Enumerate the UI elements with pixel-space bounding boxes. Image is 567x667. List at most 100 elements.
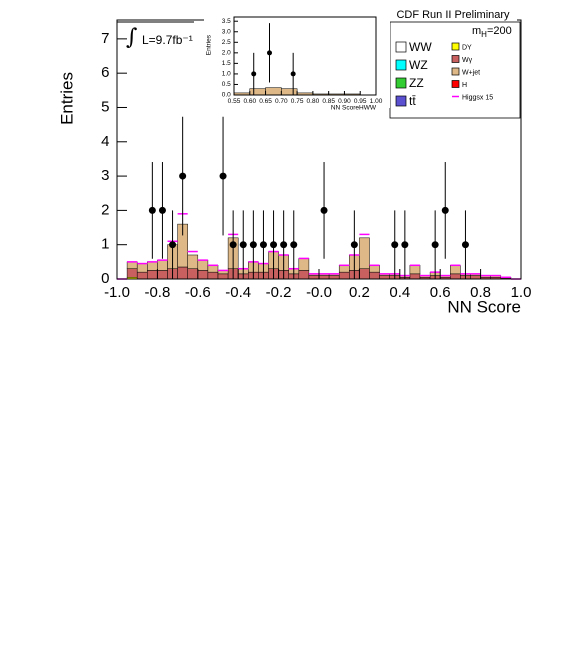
- x-tick-label: 0.70: [275, 98, 288, 105]
- histogram-bar: [409, 273, 421, 280]
- x-tick-label: 0.8: [470, 284, 491, 301]
- mass-label-part: H: [481, 30, 487, 39]
- x-tick-label: -0.0: [306, 284, 332, 301]
- data-point: [280, 241, 288, 249]
- x-tick-label: 0.75: [291, 98, 304, 105]
- data-point: [270, 241, 278, 249]
- data-point: [391, 241, 399, 249]
- legend-label: WW: [409, 40, 432, 54]
- x-tick-label: 1.00: [370, 98, 383, 105]
- legend-label: H: [462, 82, 467, 89]
- x-tick-label: 0.2: [349, 284, 370, 301]
- histogram-bar: [217, 273, 229, 280]
- y-tick-label: 0.0: [222, 92, 231, 99]
- histogram-bar: [281, 88, 298, 96]
- legend-label: DY: [462, 44, 472, 51]
- legend-swatch: [451, 55, 460, 63]
- inset-y-title: Entries: [206, 34, 213, 55]
- x-tick-label: -0.8: [144, 284, 170, 301]
- x-axis-title: NN Score: [447, 297, 521, 316]
- histogram-bar: [409, 265, 421, 275]
- y-tick-label: 5: [101, 98, 109, 115]
- data-point: [401, 241, 409, 249]
- histogram-bar: [177, 266, 188, 280]
- legend-swatch: [395, 41, 407, 53]
- plot-frame: [233, 16, 377, 96]
- x-tick-label: -0.4: [225, 284, 251, 301]
- histogram-bar: [147, 270, 158, 280]
- data-point: [148, 206, 156, 214]
- data-point: [219, 172, 227, 180]
- data-point: [169, 241, 177, 249]
- mass-label-part: m: [472, 25, 481, 37]
- x-tick-label: 0.90: [338, 98, 351, 105]
- y-tick-label: 3.0: [222, 28, 231, 35]
- mass-label-part: =200: [487, 25, 512, 37]
- y-axis-title: Entries: [57, 72, 76, 125]
- x-tick-label: -1.0: [104, 284, 130, 301]
- data-point: [267, 50, 272, 56]
- histogram-bar: [207, 271, 219, 280]
- histogram-bar: [359, 237, 370, 269]
- histogram-bar: [359, 268, 370, 280]
- legend-label: ZZ: [409, 76, 424, 90]
- data-point: [158, 206, 166, 214]
- data-point: [431, 241, 439, 249]
- inset-x-title: NN ScoreHWW: [331, 105, 377, 112]
- histogram-bar: [126, 268, 138, 278]
- y-tick-label: 3: [101, 167, 109, 184]
- histogram-bar: [136, 263, 148, 273]
- x-tick-label: -0.2: [266, 284, 292, 301]
- histogram-bar: [136, 271, 148, 280]
- y-tick-label: 2.0: [222, 50, 231, 57]
- x-tick-label: 0.95: [354, 98, 367, 105]
- y-tick-label: 3.5: [222, 18, 231, 25]
- histogram-bar: [328, 275, 340, 280]
- histogram-bar: [157, 270, 168, 280]
- legend-label: tt̄: [409, 94, 416, 108]
- histogram-bar: [157, 259, 168, 271]
- legend-label: WZ: [409, 58, 428, 72]
- data-point: [290, 71, 296, 77]
- y-tick-label: 1.0: [222, 71, 231, 78]
- legend-swatch: [395, 77, 407, 89]
- chart-title: CDF Run II Preliminary: [396, 9, 510, 21]
- mass-label: mH=200: [472, 25, 512, 39]
- data-point: [259, 241, 267, 249]
- histogram-bar: [298, 258, 310, 271]
- legend-swatch: [395, 95, 407, 107]
- histogram-bar: [369, 271, 380, 280]
- legend-swatch: [451, 42, 460, 51]
- y-tick-label: 2: [101, 201, 109, 218]
- histogram-bar: [369, 265, 380, 273]
- data-point: [251, 71, 257, 77]
- histogram-bar: [265, 87, 282, 96]
- histogram-bar: [298, 270, 310, 280]
- x-tick-label: 0.6: [430, 284, 451, 301]
- histogram-bar: [379, 275, 390, 280]
- integral-sign: ∫: [126, 25, 138, 50]
- data-point: [290, 241, 298, 249]
- data-point: [350, 241, 358, 249]
- histogram-bar: [187, 254, 199, 269]
- histogram-bar: [338, 265, 350, 273]
- y-tick-label: 1: [101, 236, 109, 253]
- x-tick-label: 0.80: [307, 98, 320, 105]
- legend-swatch: [451, 80, 460, 88]
- histogram-bar: [338, 271, 350, 280]
- histogram-bar: [249, 88, 266, 96]
- histogram-bar: [308, 275, 320, 280]
- histogram-bar: [470, 275, 481, 280]
- y-tick-label: 4: [101, 133, 109, 150]
- histogram-bar: [318, 275, 330, 280]
- histogram-bar: [197, 270, 209, 280]
- x-tick-label: 0.65: [259, 98, 272, 105]
- x-tick-label: -0.6: [185, 284, 211, 301]
- histogram-bar: [187, 268, 199, 280]
- data-point: [229, 241, 237, 249]
- data-point: [239, 241, 247, 249]
- y-tick-label: 6: [101, 64, 109, 81]
- data-point: [320, 206, 328, 214]
- y-tick-label: 7: [101, 30, 109, 47]
